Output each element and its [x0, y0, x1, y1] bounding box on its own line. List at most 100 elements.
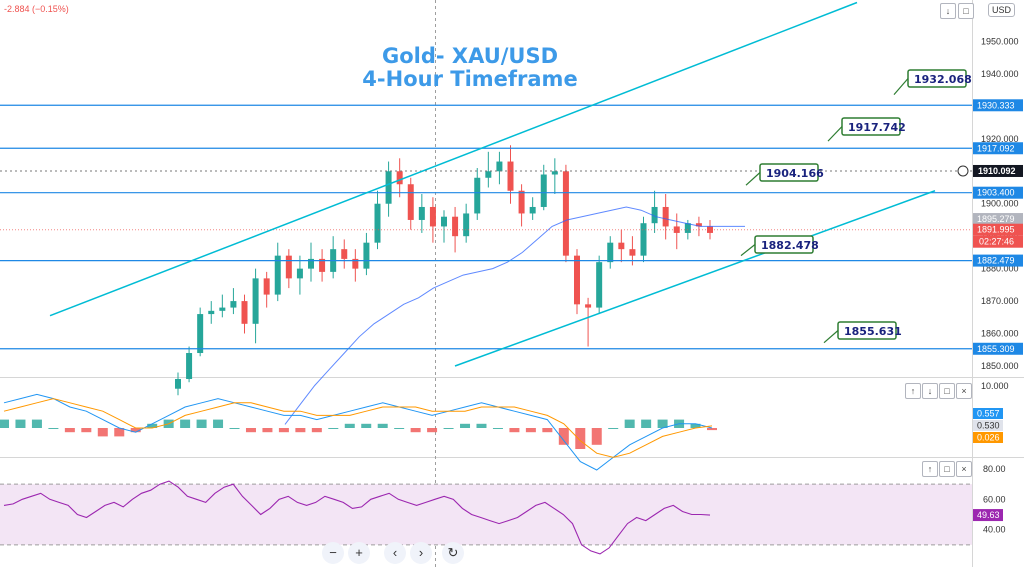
square-icon[interactable]: □ — [939, 383, 955, 399]
macd-histogram-bar — [31, 419, 42, 428]
macd-axis-tick: 10.000 — [981, 381, 1009, 391]
macd-histogram-bar — [180, 419, 191, 428]
candle-body — [673, 226, 680, 233]
zoom-out-icon[interactable]: − — [322, 542, 344, 564]
level-price-tag — [973, 142, 1023, 155]
candle-body — [607, 242, 614, 263]
candle-body — [274, 255, 281, 295]
macd-histogram-bar — [476, 423, 487, 428]
candle-body — [374, 203, 381, 243]
macd-histogram-bar — [443, 428, 454, 429]
candle-body — [208, 310, 215, 315]
macd-histogram-bar — [624, 419, 635, 428]
macd-histogram-bar — [15, 419, 26, 428]
price-badge-text: 1895.279 — [977, 214, 1015, 224]
macd-histogram-bar — [130, 428, 141, 433]
level-price-tag-text: 1903.400 — [977, 188, 1015, 198]
candle-body — [441, 216, 447, 227]
macd-histogram-bar — [608, 428, 619, 429]
callout-box — [754, 235, 814, 254]
countdown-badge — [973, 235, 1023, 248]
candle-body — [352, 258, 359, 269]
dotted-price-tag — [973, 164, 1023, 177]
candle-body — [695, 223, 702, 227]
rsi-line — [3, 480, 711, 555]
level-price-tag-text: 1855.309 — [977, 344, 1015, 354]
arrow-up-icon[interactable]: ↑ — [905, 383, 921, 399]
macd-histogram-bar — [641, 419, 652, 428]
callout-pointer — [823, 330, 839, 344]
currency-button[interactable]: USD — [988, 3, 1016, 17]
square-icon[interactable]: □ — [958, 3, 974, 19]
level-price-tag — [973, 99, 1023, 112]
macd-histogram-bar — [64, 428, 75, 433]
rsi-band — [0, 484, 972, 545]
macd-histogram-bar — [97, 428, 108, 437]
price-axis-tick: 1870.000 — [981, 296, 1019, 306]
macd-value-badge-text: 0.026 — [977, 433, 1000, 443]
macd-histogram-bar — [575, 428, 586, 449]
arrow-up-icon[interactable]: ↑ — [922, 461, 938, 477]
candle-body — [407, 184, 414, 220]
reset-icon[interactable]: ↻ — [442, 542, 464, 564]
candle-body — [363, 242, 370, 269]
zoom-in-icon[interactable]: + — [348, 542, 370, 564]
candle-body — [585, 304, 592, 308]
candle-body — [186, 353, 193, 379]
candle-body — [707, 226, 713, 233]
square-icon[interactable]: □ — [939, 461, 955, 477]
close-icon[interactable]: × — [956, 461, 972, 477]
macd-histogram-bar — [311, 428, 322, 433]
candle-body — [496, 161, 503, 172]
scroll-right-icon[interactable]: › — [410, 542, 432, 564]
candle-body — [175, 378, 181, 389]
candle-body — [629, 249, 636, 256]
macd-histogram-bar — [707, 428, 717, 431]
candle-body — [418, 206, 425, 220]
level-price-tag-text: 1917.092 — [977, 143, 1015, 153]
chart-title-line1: Gold- XAU/USD — [381, 44, 559, 68]
macd-histogram-bar — [427, 428, 438, 433]
candle-body — [551, 171, 558, 175]
scroll-left-icon[interactable]: ‹ — [384, 542, 406, 564]
arrow-down-icon[interactable]: ↓ — [922, 383, 938, 399]
candle-body — [518, 190, 525, 214]
macd-histogram-bar — [509, 428, 520, 433]
price-axis-tick: 1860.000 — [981, 329, 1019, 339]
candle-body — [540, 174, 547, 207]
dotted-price-tag-text: 1910.092 — [978, 166, 1016, 176]
macd-histogram-bar — [460, 423, 471, 428]
price-axis-tick: 1880.000 — [981, 264, 1019, 274]
macd-histogram-bar — [591, 428, 602, 445]
macd-histogram-bar — [410, 428, 421, 433]
candle-body — [574, 255, 580, 305]
macd-histogram-bar — [48, 428, 59, 429]
price-axis-tick: 1950.000 — [981, 36, 1019, 46]
callout-box — [907, 69, 967, 88]
callout-label: 1855.631 — [844, 325, 902, 338]
rsi-axis-tick: 60.00 — [983, 494, 1006, 504]
macd-histogram-bar — [525, 428, 536, 433]
chart-title-line2: 4-Hour Timeframe — [362, 67, 578, 91]
level-price-tag — [973, 342, 1023, 355]
candle-body — [319, 258, 326, 272]
macd-value-badge — [973, 432, 1003, 443]
macd-histogram-bar — [262, 428, 273, 433]
macd-line — [3, 393, 713, 471]
candle-body — [296, 268, 303, 279]
macd-value-badge-text: 0.557 — [977, 409, 1000, 419]
arrow-down-icon[interactable]: ↓ — [940, 3, 956, 19]
macd-histogram-bar — [81, 428, 92, 433]
price-axis-tick: 1850.000 — [981, 361, 1019, 371]
candle-body — [219, 307, 226, 311]
callout-pointer — [827, 126, 843, 142]
callout-box — [759, 163, 819, 182]
macd-histogram-bar — [657, 419, 668, 428]
price-badge-text: 1891.995 — [977, 225, 1015, 235]
close-icon[interactable]: × — [956, 383, 972, 399]
level-price-tag-text: 1930.333 — [977, 100, 1015, 110]
macd-histogram-bar — [213, 419, 224, 428]
callout-box — [837, 321, 897, 340]
level-price-tag — [973, 254, 1023, 267]
